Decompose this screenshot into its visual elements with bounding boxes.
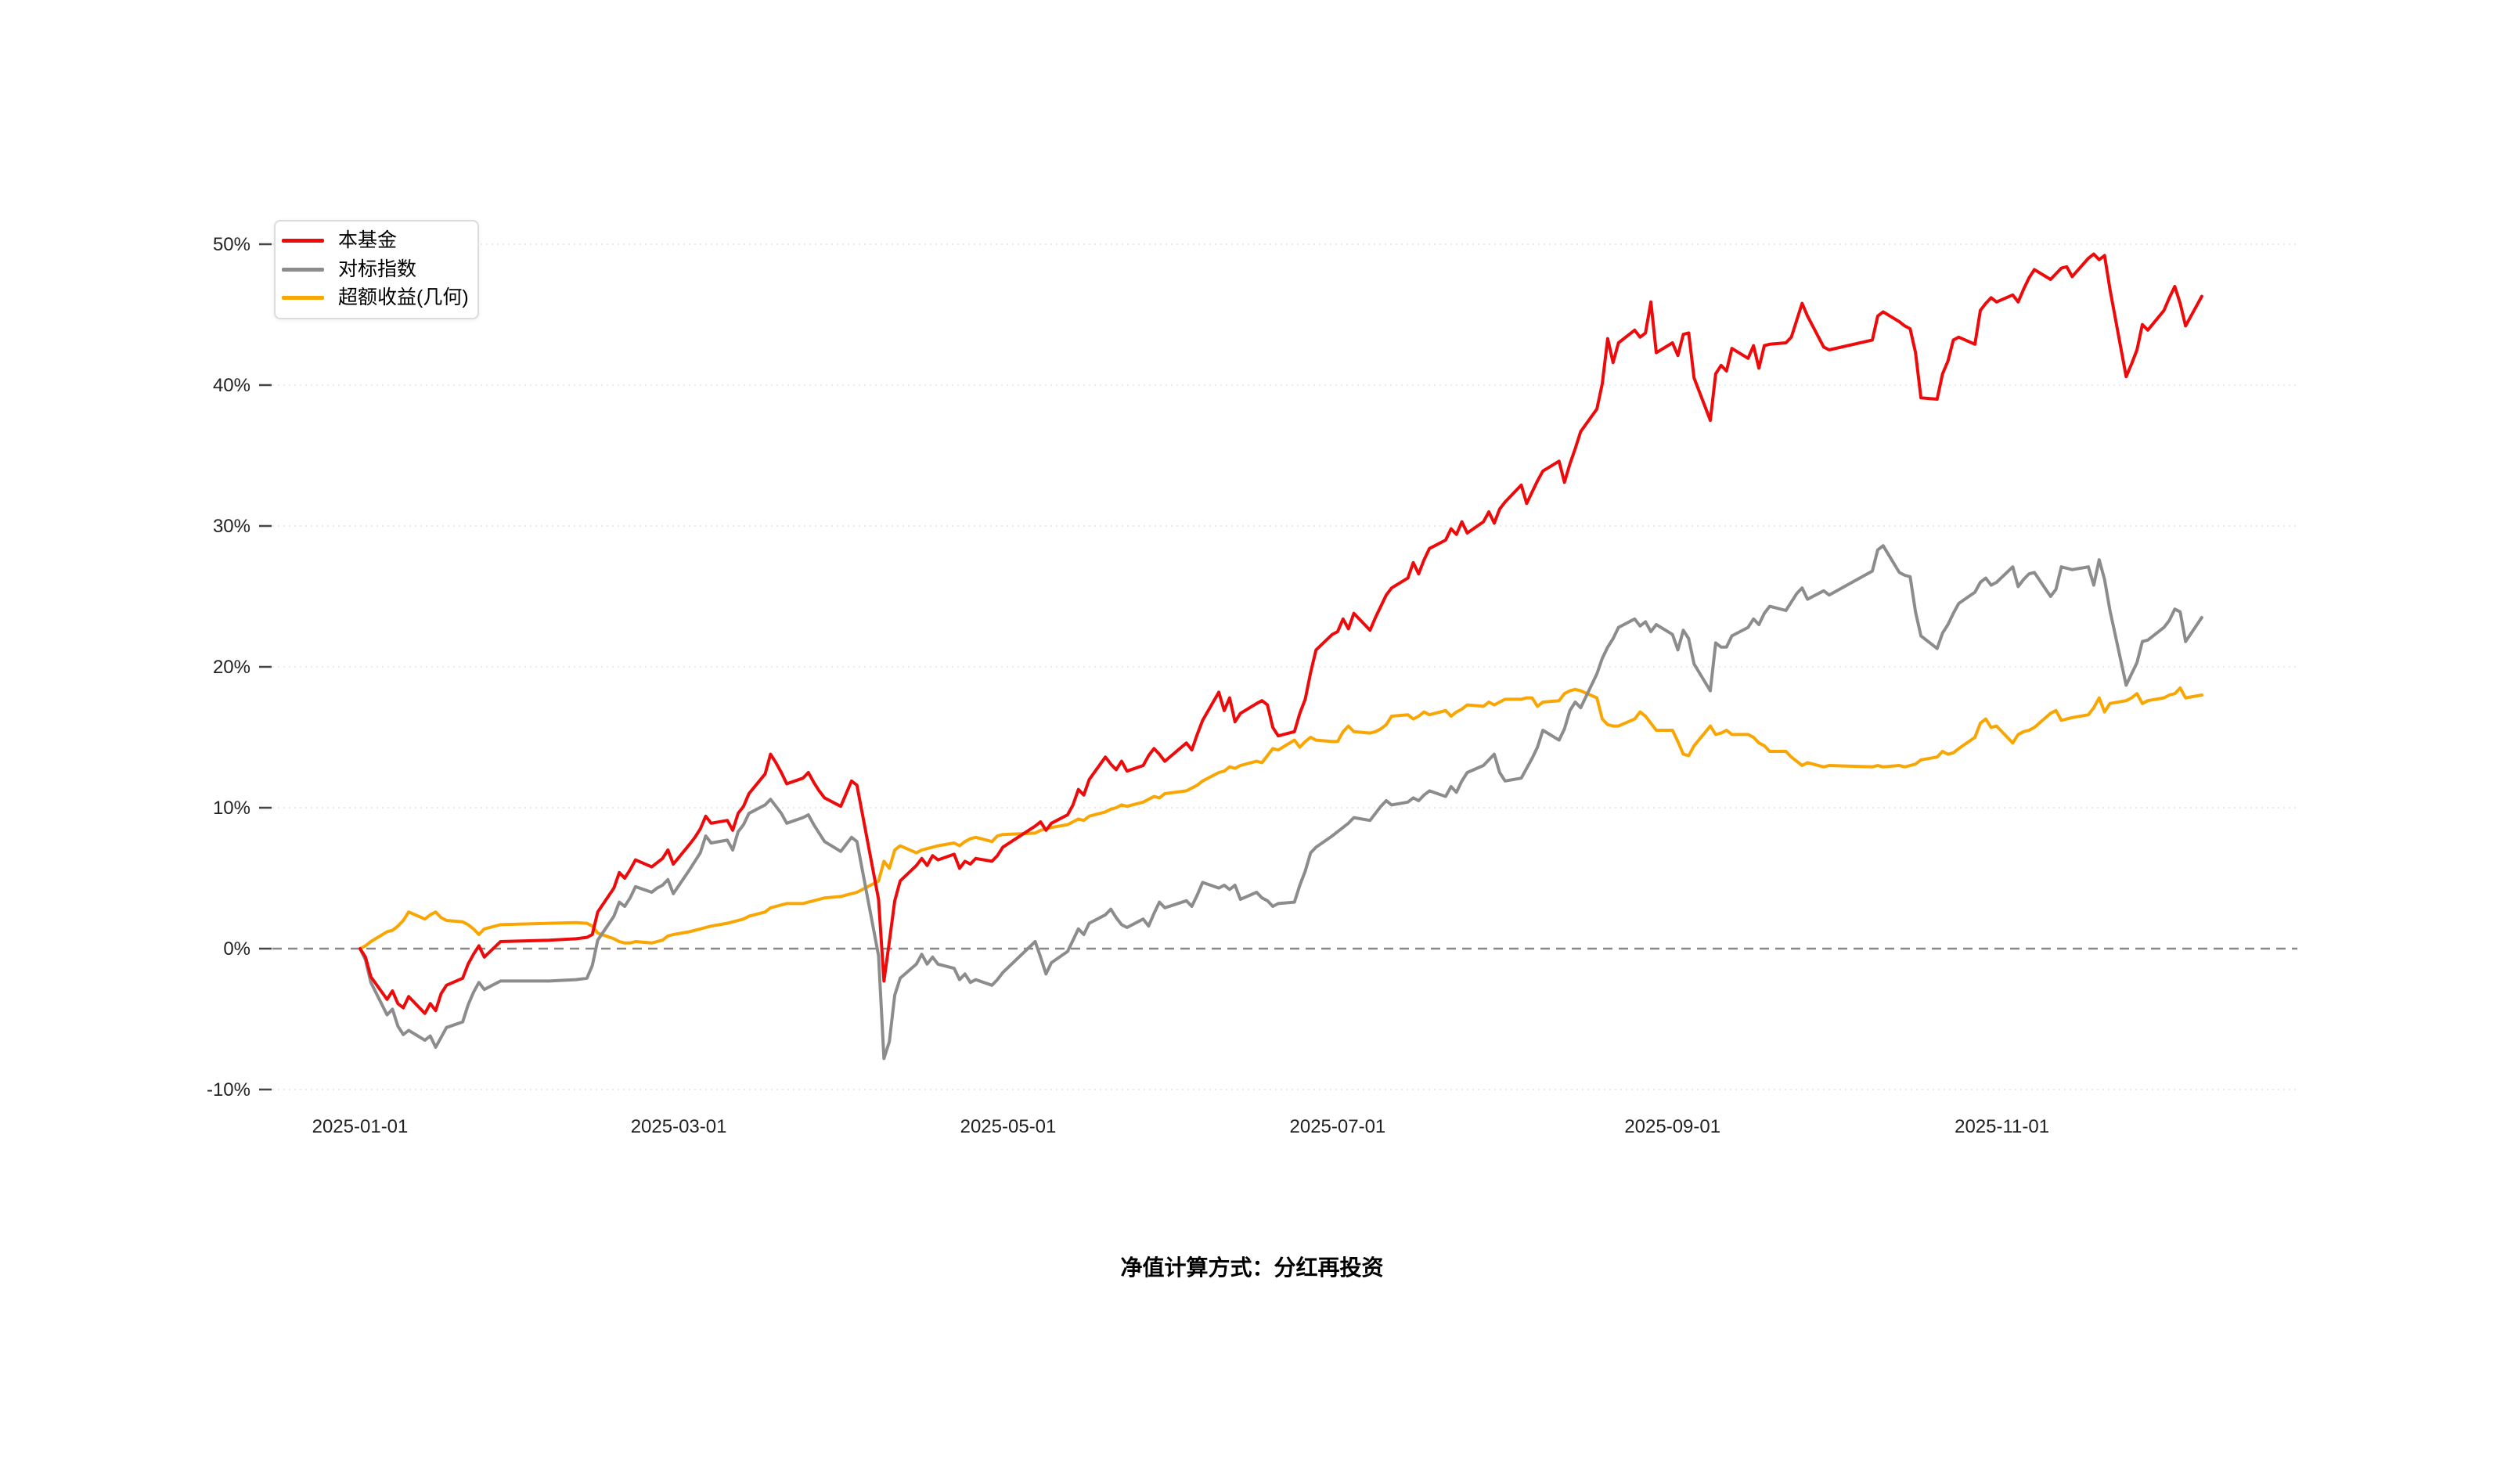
legend-line-benchmark-icon	[282, 267, 324, 272]
y-axis-label: 20%	[213, 657, 250, 678]
legend-item-excess[interactable]: 超额收益(几何)	[282, 286, 469, 309]
x-axis-label: 2025-01-01	[312, 1116, 409, 1137]
legend-line-excess-icon	[282, 296, 324, 301]
y-axis-label: -10%	[207, 1079, 250, 1100]
y-axis-label: 0%	[223, 938, 250, 960]
x-axis-label: 2025-11-01	[1955, 1116, 2049, 1137]
benchmark-index-line	[358, 544, 2203, 1061]
y-axis-label: 40%	[213, 375, 250, 396]
chart-legend: 本基金对标指数超额收益(几何)	[274, 220, 479, 319]
y-axis-label: 50%	[213, 234, 250, 255]
legend-label: 对标指数	[338, 258, 417, 280]
legend-label: 本基金	[338, 229, 398, 251]
y-axis-label: 30%	[213, 516, 250, 537]
excess-return-line	[358, 686, 2203, 950]
x-axis-label: 2025-05-01	[960, 1116, 1057, 1137]
x-axis-label: 2025-03-01	[631, 1116, 727, 1137]
legend-label: 超额收益(几何)	[338, 286, 469, 308]
legend-item-benchmark[interactable]: 对标指数	[282, 258, 463, 281]
nav-calculation-note: 净值计算方式：分红再投资	[1120, 1255, 1384, 1280]
legend-line-fund-icon	[282, 239, 324, 243]
y-axis-label: 10%	[213, 798, 250, 819]
x-axis-label: 2025-09-01	[1624, 1116, 1720, 1137]
legend-item-fund[interactable]: 本基金	[282, 229, 463, 252]
x-axis-label: 2025-07-01	[1290, 1116, 1386, 1137]
fund-line	[358, 252, 2203, 1015]
